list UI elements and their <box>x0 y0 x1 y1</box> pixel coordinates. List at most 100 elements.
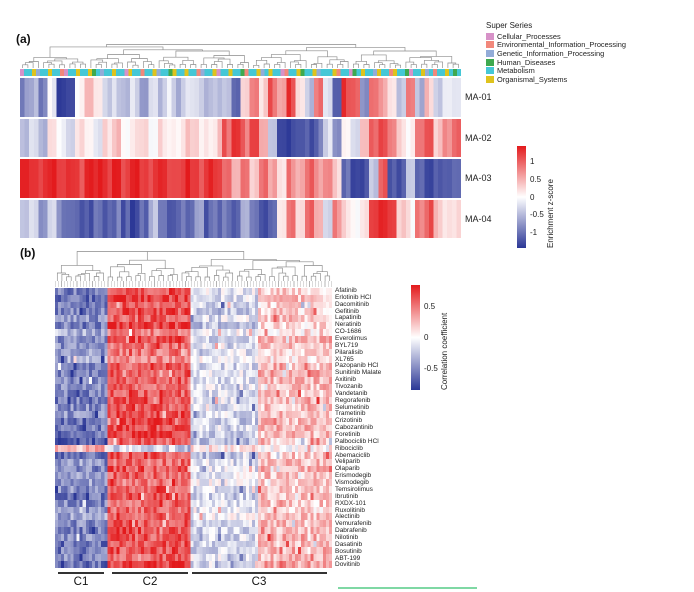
super-series-annotation-bar <box>20 69 461 76</box>
colorbar-gradient <box>411 285 420 390</box>
cluster-line-c1 <box>58 572 104 574</box>
dendrogram-a-columns <box>22 44 459 68</box>
colorbar-tick: -0.5 <box>424 363 438 373</box>
legend-item-label: Environmental_Information_Processing <box>497 40 626 50</box>
legend-item: Environmental_Information_Processing <box>486 40 692 50</box>
drug-row-labels: Afatinib Erlotinib HCl Dacomitinib Gefitini… <box>335 287 410 569</box>
heatmap-b-row <box>55 383 332 391</box>
heatmap-b-row <box>55 294 332 302</box>
drug-label: Neratinib <box>335 321 362 329</box>
legend-item-label: Human_Diseases <box>497 57 556 67</box>
legend-item: Metabolism <box>486 66 692 75</box>
drug-label: Pilaralisib <box>335 348 363 356</box>
heatmap-enrichment <box>20 78 461 238</box>
drug-label: Palbociclib HCl <box>335 437 379 445</box>
heatmap-b-row <box>55 520 332 527</box>
drug-label: Vemurafenib <box>335 520 372 528</box>
heatmap-b-row <box>55 404 332 411</box>
legend-swatch-icon <box>486 32 494 40</box>
colorbar-gradient <box>517 146 526 248</box>
heatmap-a-row <box>20 199 461 238</box>
legend-swatch-icon <box>486 75 494 83</box>
legend-swatch-icon <box>486 49 494 57</box>
heatmap-b-row <box>55 506 332 514</box>
colorbar-b-title: Correlation coefficient <box>440 312 449 390</box>
heatmap-a-row <box>20 118 461 157</box>
heatmap-b-row <box>55 315 332 323</box>
heatmap-b-row <box>55 356 332 364</box>
cluster-line-c3 <box>192 572 327 574</box>
drug-label: RXDX-101 <box>335 499 367 507</box>
drug-label: Sunitinib Malate <box>335 369 382 377</box>
drug-label: Gefitinib <box>335 307 359 315</box>
drug-label: CO-1686 <box>335 328 362 336</box>
heatmap-b-row <box>55 561 332 568</box>
heatmap-b-row <box>55 513 332 521</box>
drug-label: Lapatinib <box>335 314 362 322</box>
heatmap-b-row <box>55 410 332 418</box>
colorbar-tick: -1 <box>530 227 538 237</box>
heatmap-a-row <box>20 159 461 198</box>
drug-label: Dabrafenib <box>335 527 367 535</box>
legend-swatch-icon <box>486 67 494 75</box>
drug-label: Foretinib <box>335 431 361 439</box>
drug-label: BYL719 <box>335 341 359 349</box>
drug-label: Dacomitinib <box>335 300 369 308</box>
drug-label: Cabozantinib <box>335 424 373 432</box>
heatmap-b-row <box>55 349 332 357</box>
heatmap-b-row <box>55 451 332 459</box>
drug-label: Nilotinib <box>335 533 359 541</box>
drug-label: Selumetinib <box>335 403 369 411</box>
cluster-label-c3: C3 <box>251 576 267 588</box>
heatmap-b-row <box>55 328 332 336</box>
super-series-legend: Super Series Cellular_Processes Environme… <box>486 21 692 84</box>
drug-label: Regorafenib <box>335 396 371 404</box>
legend-item-label: Cellular_Processes <box>497 31 561 41</box>
drug-label: XL765 <box>335 355 354 363</box>
drug-label: Abemaciclib <box>335 451 371 459</box>
heatmap-b-row <box>55 424 332 432</box>
legend-item-label: Organismal_Systems <box>497 74 568 84</box>
heatmap-b-row <box>55 445 332 452</box>
drug-label: Tivozanib <box>335 383 363 391</box>
heatmap-b-row <box>55 499 332 507</box>
drug-label: Trametinib <box>335 410 366 418</box>
green-underline <box>338 587 477 589</box>
colorbar-tick: 1 <box>530 157 535 167</box>
legend-item: Organismal_Systems <box>486 75 692 84</box>
dendrogram-b-columns <box>56 251 331 281</box>
drug-label: Pazopanib HCl <box>335 362 379 370</box>
colorbar-tick: 0.5 <box>530 174 542 184</box>
drug-label: Afatinib <box>335 287 357 294</box>
legend-items: Cellular_Processes Environmental_Informat… <box>486 32 692 84</box>
panel-b-label: (b) <box>20 246 36 260</box>
drug-label: Vandetanib <box>335 389 368 397</box>
heatmap-b-row <box>55 472 332 480</box>
heatmap-b-row <box>55 308 332 316</box>
drug-label: Olaparib <box>335 465 360 473</box>
column-tick-labels <box>55 281 332 287</box>
heatmap-b-row <box>55 390 332 398</box>
legend-swatch-icon <box>486 41 494 49</box>
heatmap-b-row <box>55 526 332 534</box>
colorbar-tick: 0 <box>530 192 535 202</box>
legend-item: Human_Diseases <box>486 58 692 67</box>
row-label: MA-01 <box>465 92 492 103</box>
colorbar-correlation: Correlation coefficient 0.5 0 -0.5 <box>411 285 471 390</box>
drug-label: Crizotinib <box>335 417 363 425</box>
heatmap-b-row <box>55 492 332 500</box>
heatmap-b-row <box>55 540 332 548</box>
drug-label: Everolimus <box>335 335 368 343</box>
heatmap-correlation <box>55 288 332 568</box>
drug-label: ABT-199 <box>335 554 361 562</box>
legend-item-label: Genetic_Information_Processing <box>497 48 605 58</box>
heatmap-b-row <box>55 376 332 384</box>
drug-label: Vismodegib <box>335 479 369 487</box>
cluster-label-c2: C2 <box>142 576 158 588</box>
colorbar-tick: 0.5 <box>424 302 436 312</box>
heatmap-b-row <box>55 397 332 405</box>
heatmap-b-row <box>55 417 332 425</box>
heatmap-b-row <box>55 363 332 370</box>
row-label: MA-02 <box>465 132 492 143</box>
